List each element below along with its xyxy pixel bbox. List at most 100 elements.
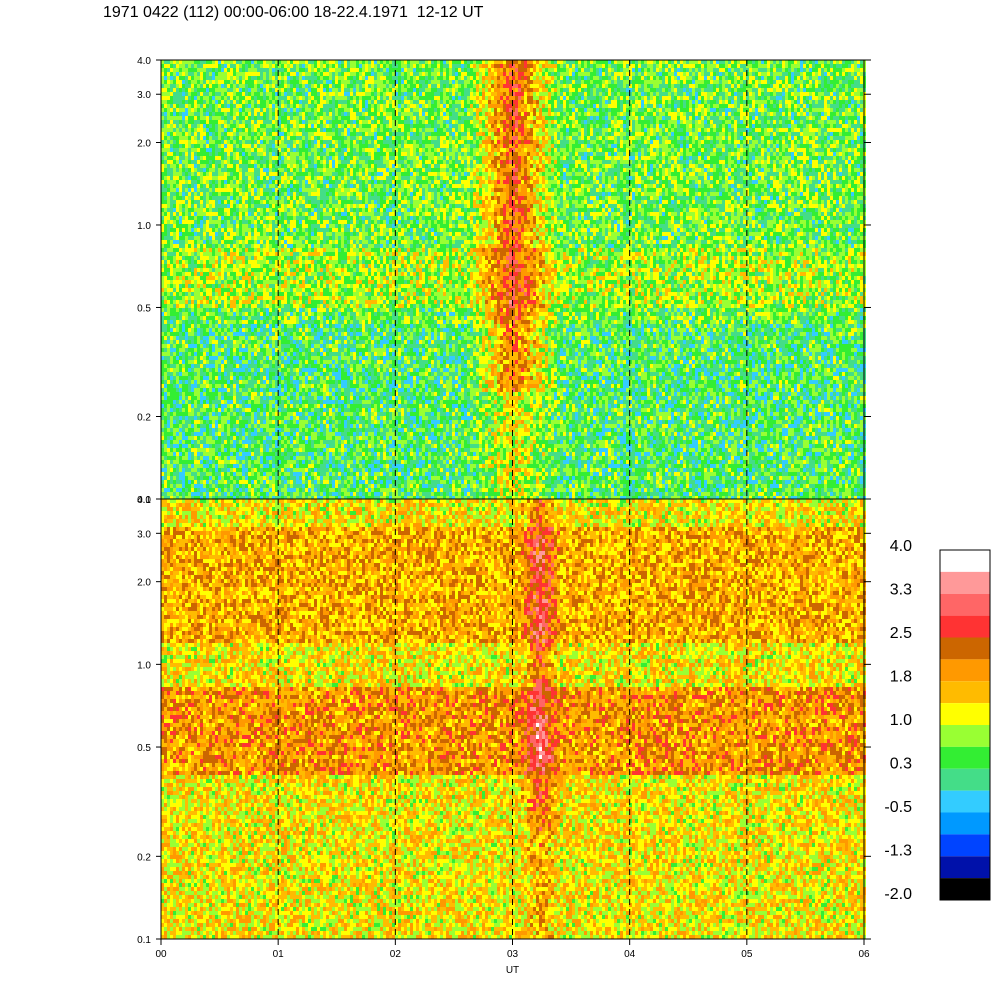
spectrogram-cell	[197, 268, 200, 272]
spectrogram-cell	[185, 480, 188, 484]
spectrogram-cell	[170, 216, 173, 220]
spectrogram-cell	[200, 264, 203, 268]
spectrogram-cell	[212, 116, 215, 120]
spectrogram-cell	[203, 272, 206, 276]
spectrogram-cell	[167, 348, 170, 352]
spectrogram-cell	[194, 88, 197, 92]
spectrogram-cell	[191, 196, 194, 200]
spectrogram-cell	[182, 492, 185, 496]
spectrogram-cell	[170, 208, 173, 212]
spectrogram-cell	[194, 392, 197, 396]
spectrogram-cell	[179, 340, 182, 344]
spectrogram-cell	[176, 364, 179, 368]
spectrogram-cell	[164, 400, 167, 404]
spectrogram-cell	[194, 388, 197, 392]
spectrogram-cell	[167, 352, 170, 356]
spectrogram-cell	[194, 476, 197, 480]
spectrogram-cell	[212, 108, 215, 112]
spectrogram-cell	[176, 176, 179, 180]
spectrogram-cell	[206, 176, 209, 180]
spectrogram-cell	[194, 148, 197, 152]
spectrogram-cell	[191, 440, 194, 444]
spectrogram-cell	[173, 460, 176, 464]
spectrogram-cell	[182, 196, 185, 200]
spectrogram-cell	[185, 72, 188, 76]
spectrogram-cell	[170, 476, 173, 480]
spectrogram-cell	[173, 108, 176, 112]
spectrogram-cell	[170, 196, 173, 200]
spectrogram-cell	[212, 192, 215, 196]
spectrogram-cell	[176, 312, 179, 316]
spectrogram-cell	[191, 400, 194, 404]
spectrogram-cell	[209, 160, 212, 164]
spectrogram-cell	[206, 272, 209, 276]
spectrogram-cell	[209, 328, 212, 332]
spectrogram-cell	[191, 448, 194, 452]
spectrogram-cell	[194, 132, 197, 136]
spectrogram-cell	[173, 84, 176, 88]
spectrogram-cell	[164, 444, 167, 448]
spectrogram-cell	[191, 136, 194, 140]
spectrogram-cell	[194, 300, 197, 304]
spectrogram-cell	[203, 140, 206, 144]
spectrogram-cell	[185, 264, 188, 268]
spectrogram-cell	[185, 316, 188, 320]
spectrogram-cell	[176, 184, 179, 188]
spectrogram-cell	[179, 96, 182, 100]
spectrogram-cell	[176, 144, 179, 148]
spectrogram-cell	[170, 212, 173, 216]
spectrogram-cell	[206, 280, 209, 284]
spectrogram-cell	[188, 248, 191, 252]
spectrogram-cell	[206, 400, 209, 404]
spectrogram-cell	[167, 392, 170, 396]
spectrogram-cell	[182, 64, 185, 68]
spectrogram-cell	[179, 148, 182, 152]
spectrogram-cell	[203, 368, 206, 372]
spectrogram-cell	[185, 96, 188, 100]
spectrogram-cell	[179, 356, 182, 360]
spectrogram-cell	[200, 400, 203, 404]
spectrogram-cell	[182, 132, 185, 136]
spectrogram-cell	[191, 488, 194, 492]
spectrogram-cell	[167, 132, 170, 136]
spectrogram-cell	[203, 212, 206, 216]
spectrogram-cell	[194, 280, 197, 284]
spectrogram-cell	[176, 344, 179, 348]
spectrogram-cell	[185, 364, 188, 368]
spectrogram-cell	[212, 180, 215, 184]
spectrogram-cell	[200, 296, 203, 300]
spectrogram-cell	[188, 448, 191, 452]
spectrogram-cell	[197, 480, 200, 484]
spectrogram-cell	[188, 428, 191, 432]
spectrogram-cell	[194, 152, 197, 156]
spectrogram-cell	[164, 192, 167, 196]
spectrogram-cell	[173, 68, 176, 72]
spectrogram-cell	[185, 464, 188, 468]
spectrogram-cell	[182, 212, 185, 216]
spectrogram-cell	[167, 68, 170, 72]
spectrogram-cell	[191, 428, 194, 432]
spectrogram-cell	[176, 148, 179, 152]
spectrogram-cell	[194, 240, 197, 244]
spectrogram-cell	[179, 192, 182, 196]
spectrogram-cell	[194, 160, 197, 164]
spectrogram-cell	[194, 216, 197, 220]
spectrogram-cell	[188, 184, 191, 188]
spectrogram-cell	[191, 232, 194, 236]
spectrogram-cell	[197, 132, 200, 136]
spectrogram-cell	[182, 68, 185, 72]
spectrogram-cell	[191, 296, 194, 300]
spectrogram-cell	[185, 196, 188, 200]
spectrogram-cell	[212, 128, 215, 132]
spectrogram-cell	[173, 492, 176, 496]
spectrogram-cell	[185, 88, 188, 92]
spectrogram-cell	[170, 336, 173, 340]
spectrogram-cell	[176, 404, 179, 408]
spectrogram-cell	[191, 380, 194, 384]
spectrogram-cell	[164, 88, 167, 92]
spectrogram-cell	[203, 112, 206, 116]
spectrogram-cell	[179, 280, 182, 284]
spectrogram-cell	[197, 248, 200, 252]
spectrogram-cell	[164, 104, 167, 108]
spectrogram-cell	[182, 456, 185, 460]
